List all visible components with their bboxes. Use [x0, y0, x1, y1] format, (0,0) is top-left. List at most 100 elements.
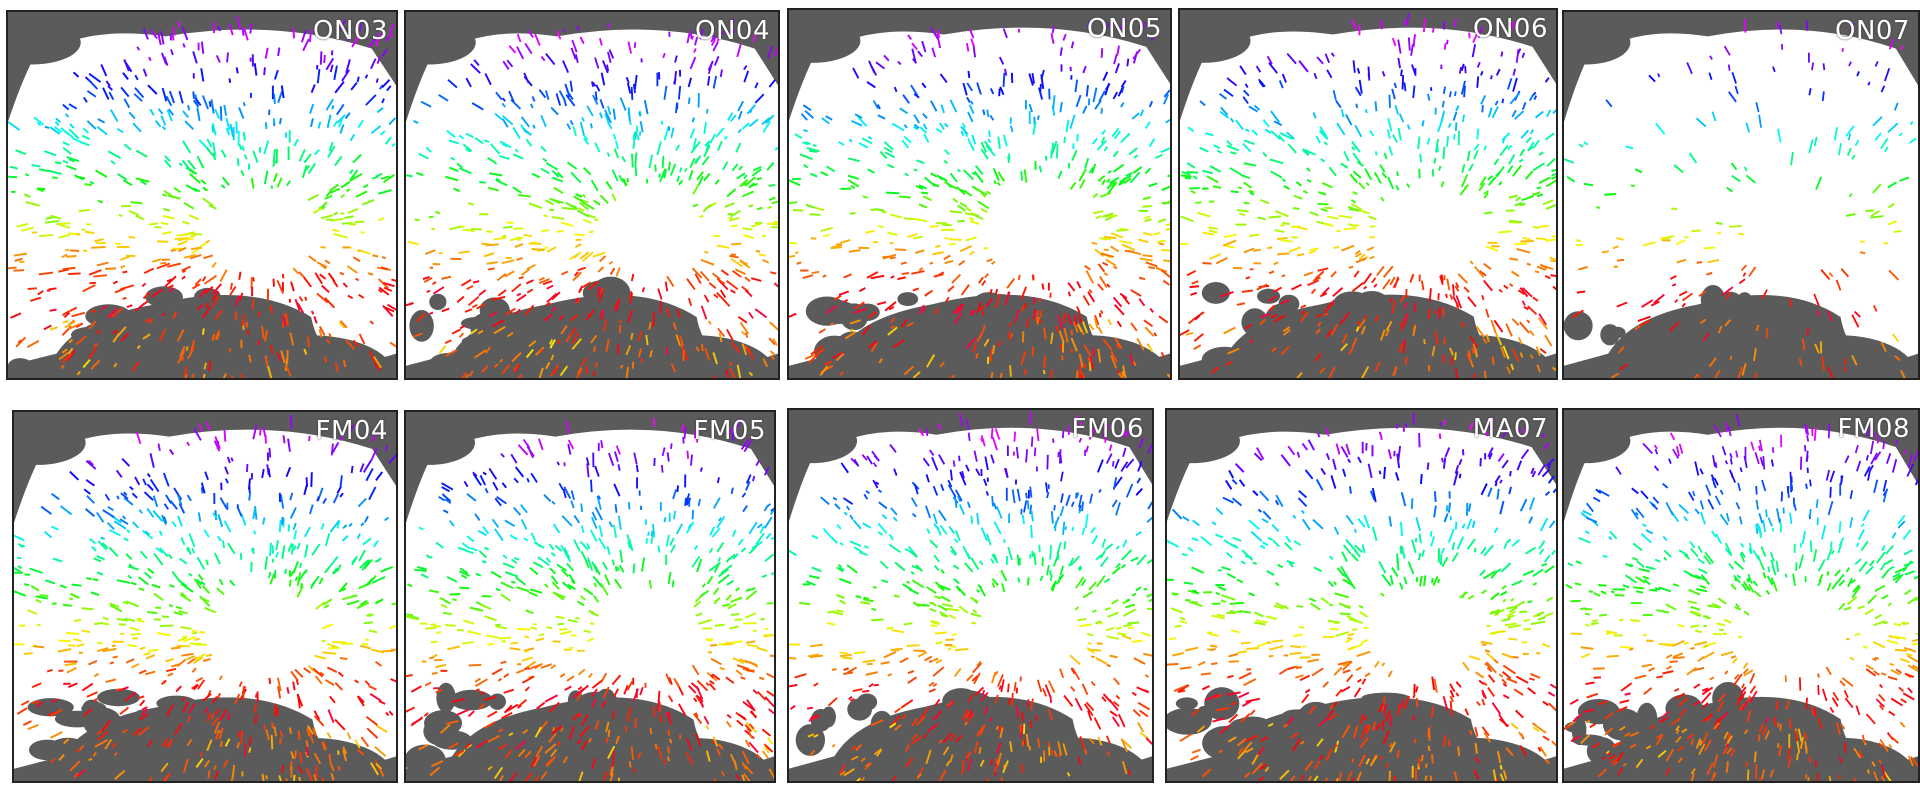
- drift-track: [265, 330, 267, 341]
- drift-track: [1352, 338, 1356, 348]
- drift-track: [753, 476, 754, 481]
- drift-track: [431, 229, 435, 230]
- drift-track: [1349, 349, 1353, 354]
- drift-track: [110, 662, 114, 663]
- drift-track: [1424, 339, 1425, 344]
- drift-track: [1576, 240, 1581, 241]
- drift-track: [72, 585, 82, 586]
- drift-track: [718, 477, 719, 483]
- drift-track: [668, 729, 669, 735]
- map-panel: ON06: [1178, 8, 1558, 380]
- drift-track: [1417, 577, 1418, 582]
- drift-track: [591, 335, 597, 342]
- drift-track: [643, 287, 644, 291]
- drift-track: [291, 415, 292, 429]
- drift-track: [90, 182, 94, 183]
- drift-track: [194, 639, 199, 640]
- drift-track: [664, 517, 665, 522]
- drift-track: [250, 24, 251, 34]
- drift-track: [891, 318, 895, 323]
- drift-track: [1331, 324, 1337, 335]
- drift-track: [608, 730, 609, 737]
- drift-track: [955, 649, 968, 650]
- drift-track: [1048, 709, 1052, 720]
- drift-track: [1454, 134, 1455, 140]
- drift-track: [1337, 231, 1341, 232]
- drift-track: [761, 619, 765, 620]
- drift-track: [1202, 263, 1211, 264]
- drift-track: [480, 693, 484, 694]
- drift-track: [1343, 334, 1347, 343]
- drift-track: [616, 566, 617, 571]
- drift-track: [204, 374, 205, 378]
- drift-track: [701, 468, 702, 472]
- drift-track: [309, 436, 310, 441]
- drift-track: [258, 340, 259, 345]
- drift-track: [976, 353, 978, 358]
- drift-track: [1352, 20, 1356, 30]
- drift-track: [606, 738, 607, 743]
- drift-track: [1824, 63, 1825, 70]
- drift-track: [364, 622, 373, 623]
- drift-track: [77, 371, 80, 375]
- drift-track: [287, 687, 288, 693]
- drift-track: [632, 746, 633, 760]
- drift-track: [241, 732, 242, 744]
- drift-track: [14, 270, 24, 271]
- drift-track: [759, 254, 766, 255]
- drift-track: [1093, 348, 1094, 356]
- drift-track: [957, 221, 964, 222]
- pole-hole: [608, 188, 692, 276]
- drift-track: [1010, 365, 1011, 376]
- drift-track: [541, 772, 546, 779]
- drift-track: [1082, 502, 1083, 512]
- drift-track: [1242, 291, 1253, 292]
- drift-track: [1054, 505, 1055, 510]
- drift-track: [81, 608, 93, 609]
- drift-track: [203, 328, 204, 334]
- drift-track: [89, 759, 92, 761]
- drift-track: [1058, 452, 1059, 457]
- drift-track: [563, 29, 565, 32]
- drift-track: [116, 689, 121, 690]
- drift-track: [1443, 101, 1444, 108]
- drift-track: [1419, 758, 1420, 767]
- drift-track: [1030, 721, 1031, 728]
- drift-track: [640, 111, 641, 115]
- drift-track: [1051, 370, 1052, 378]
- drift-track: [210, 101, 211, 107]
- drift-track: [959, 456, 960, 461]
- drift-track: [1670, 322, 1679, 331]
- drift-track: [535, 727, 541, 737]
- drift-track: [1428, 463, 1429, 470]
- drift-track: [274, 149, 275, 162]
- drift-track: [207, 422, 210, 431]
- drift-track: [749, 205, 754, 206]
- drift-track: [1395, 366, 1396, 374]
- drift-track: [1017, 706, 1018, 718]
- drift-track: [914, 169, 917, 170]
- drift-track: [1142, 206, 1151, 207]
- drift-track: [1295, 373, 1302, 378]
- drift-track: [666, 347, 667, 355]
- drift-track: [1028, 699, 1029, 706]
- island: [1650, 339, 1665, 349]
- drift-track: [570, 327, 576, 335]
- panel-label: ON04: [695, 16, 770, 46]
- drift-track: [392, 603, 396, 604]
- drift-track: [1044, 370, 1045, 374]
- drift-track: [241, 553, 242, 560]
- drift-track: [632, 154, 633, 168]
- drift-track: [515, 741, 526, 749]
- drift-track: [591, 480, 592, 493]
- drift-track: [1025, 369, 1026, 375]
- drift-track: [1148, 267, 1155, 268]
- drift-track: [1269, 216, 1281, 217]
- drift-track: [89, 347, 96, 358]
- drift-track: [266, 122, 267, 129]
- drift-track: [1413, 85, 1414, 97]
- drift-track: [382, 257, 386, 258]
- island: [71, 327, 106, 342]
- drift-track: [1050, 545, 1051, 559]
- drift-track: [1297, 254, 1304, 255]
